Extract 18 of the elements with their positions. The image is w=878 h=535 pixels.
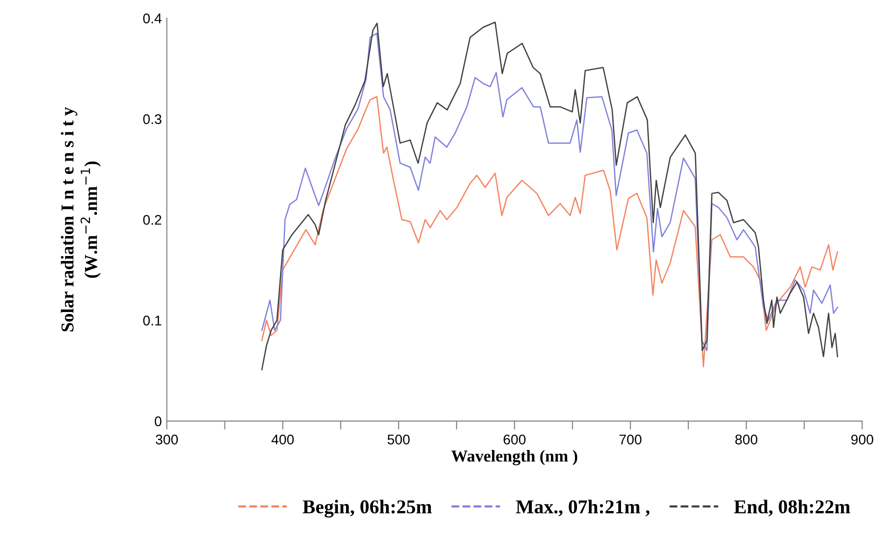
x-tick-label: 600 (504, 434, 526, 444)
x-axis-title: Wavelength (nm ) (451, 450, 578, 466)
y-tick-label: 0.2 (143, 214, 162, 225)
y-tick-label: 0.1 (143, 316, 162, 326)
x-tick-label: 900 (851, 434, 874, 444)
legend-label: Begin, 06h:25m (302, 500, 432, 518)
y-tick-label: 0.3 (143, 114, 162, 124)
x-tick-label: 700 (620, 434, 642, 444)
x-tick-label: 500 (388, 434, 410, 444)
y-axis-title: Solar radiation I n t e n s i t y (W.m$^{−2}$.nm$^{−1}$) (60, 107, 101, 332)
x-tick-label: 300 (156, 434, 178, 444)
x-tick-label: 800 (735, 434, 758, 444)
legend-label: End, 08h:22m (734, 500, 850, 516)
line-series (261, 96, 838, 368)
y-tick-label: 0 (154, 416, 162, 426)
x-tick-label: 400 (271, 434, 294, 444)
legend-label: Max., 07h:21m , (516, 500, 650, 516)
y-tick-label: 0.4 (143, 14, 162, 24)
